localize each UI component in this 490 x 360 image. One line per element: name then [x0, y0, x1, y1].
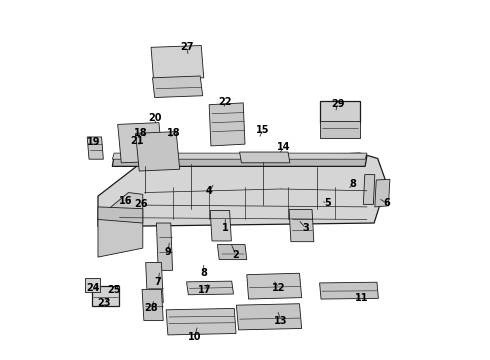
- Polygon shape: [319, 282, 378, 299]
- Polygon shape: [142, 289, 163, 320]
- Text: 20: 20: [148, 113, 161, 123]
- Polygon shape: [240, 152, 290, 163]
- Polygon shape: [152, 76, 203, 98]
- Polygon shape: [118, 123, 163, 163]
- Polygon shape: [136, 132, 180, 171]
- Text: 14: 14: [277, 142, 291, 152]
- Polygon shape: [209, 103, 245, 146]
- Text: 8: 8: [200, 268, 207, 278]
- Polygon shape: [166, 309, 236, 335]
- Text: 22: 22: [219, 97, 232, 107]
- Polygon shape: [112, 156, 367, 166]
- Text: 10: 10: [188, 332, 201, 342]
- Text: 29: 29: [331, 99, 344, 109]
- Polygon shape: [98, 207, 143, 223]
- Polygon shape: [210, 211, 231, 241]
- Polygon shape: [87, 137, 103, 159]
- Text: 12: 12: [272, 283, 286, 293]
- Text: 28: 28: [144, 303, 158, 314]
- Polygon shape: [247, 273, 302, 299]
- Text: 7: 7: [155, 277, 162, 287]
- Polygon shape: [218, 244, 247, 260]
- Polygon shape: [151, 45, 204, 80]
- Text: 9: 9: [165, 247, 172, 257]
- Text: 18: 18: [167, 129, 180, 138]
- Text: 8: 8: [349, 179, 356, 189]
- Text: 1: 1: [222, 224, 229, 233]
- Polygon shape: [375, 179, 390, 207]
- Text: 13: 13: [274, 316, 288, 325]
- Text: 23: 23: [98, 298, 111, 308]
- Text: 21: 21: [131, 136, 144, 145]
- Polygon shape: [289, 210, 314, 242]
- Text: 11: 11: [355, 293, 368, 303]
- Text: 4: 4: [206, 186, 213, 197]
- Text: 2: 2: [233, 250, 240, 260]
- Polygon shape: [187, 281, 234, 295]
- Polygon shape: [236, 304, 302, 330]
- Polygon shape: [112, 153, 367, 159]
- Text: 19: 19: [87, 138, 100, 147]
- Text: 3: 3: [303, 224, 309, 233]
- Text: 15: 15: [256, 125, 270, 135]
- Text: 27: 27: [180, 42, 194, 51]
- Text: 17: 17: [198, 285, 212, 296]
- Polygon shape: [320, 121, 360, 138]
- Text: 16: 16: [119, 196, 133, 206]
- Polygon shape: [156, 223, 172, 270]
- Text: 18: 18: [134, 128, 148, 138]
- Polygon shape: [98, 153, 387, 226]
- Polygon shape: [364, 175, 375, 204]
- Polygon shape: [98, 193, 143, 257]
- Text: 24: 24: [86, 283, 99, 293]
- Text: 6: 6: [383, 198, 390, 208]
- Polygon shape: [320, 101, 360, 123]
- Polygon shape: [85, 278, 100, 292]
- Polygon shape: [92, 286, 119, 306]
- Text: 5: 5: [324, 198, 331, 208]
- Polygon shape: [146, 262, 163, 303]
- Text: 25: 25: [107, 285, 121, 295]
- Text: 26: 26: [134, 199, 148, 210]
